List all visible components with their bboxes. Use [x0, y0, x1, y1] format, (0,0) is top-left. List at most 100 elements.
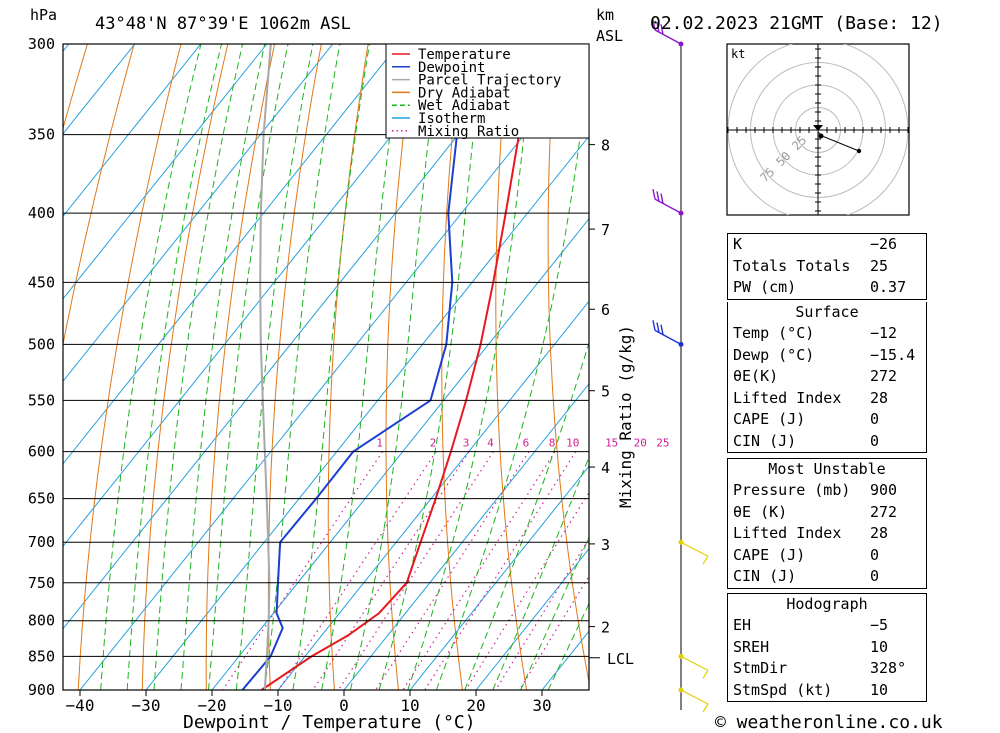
- dry-adiabat-line: [495, 44, 527, 690]
- temperature-tick-label: −20: [198, 696, 227, 715]
- row-label: K: [733, 235, 743, 253]
- asl-label: ASL: [596, 27, 623, 45]
- pressure-tick-label: 800: [28, 612, 55, 630]
- wind-barb: [678, 653, 709, 679]
- mixing-ratio-line: [312, 451, 470, 690]
- row-label: θE (K): [733, 502, 788, 521]
- row-value: 272: [870, 502, 898, 521]
- row-value: −12: [870, 324, 898, 342]
- row-label: PW (cm): [733, 278, 797, 296]
- legend-entry: Dewpoint: [418, 60, 485, 76]
- table-row: Lifted Index 28: [728, 388, 926, 410]
- pressure-tick-label: 450: [28, 273, 55, 291]
- wind-barb: [678, 539, 709, 565]
- row-value: 272: [870, 367, 898, 385]
- pressure-tick-label: 750: [28, 574, 55, 592]
- mixing-ratio-line: [465, 491, 589, 690]
- row-label: StmSpd (kt): [733, 680, 833, 699]
- row-value: −5: [870, 616, 889, 634]
- table-row: CAPE (J) 0: [728, 545, 926, 567]
- row-value: 10: [870, 637, 889, 656]
- isotherm-line: [63, 44, 202, 218]
- most-unstable-title: Most Unstable: [768, 460, 886, 478]
- table-row: PW (cm) 0.37: [728, 277, 926, 299]
- indices-table: K −26 Totals Totals 25 PW (cm) 0.37: [727, 233, 927, 300]
- mixing-ratio-label: 3: [463, 437, 470, 450]
- table-row: Pressure (mb) 900: [728, 480, 926, 502]
- mixing-ratio-label: 4: [487, 437, 494, 450]
- km-tick-label: 2: [601, 619, 610, 637]
- pressure-tick-label: 500: [28, 335, 55, 353]
- pressure-tick-label: 600: [28, 443, 55, 461]
- dewpoint-series: [241, 44, 463, 690]
- isotherm-line: [0, 44, 3, 690]
- row-value: 28: [870, 388, 889, 407]
- table-row: StmDir 328°: [728, 658, 926, 680]
- km-tick-label: 4: [601, 459, 610, 477]
- mixing-ratio-label: 15: [605, 437, 618, 450]
- dry-adiabat-line: [385, 44, 416, 690]
- legend-entry: Isotherm: [418, 111, 485, 127]
- table-row: θE (K) 272: [728, 502, 926, 524]
- dry-adiabat-line: [930, 44, 1000, 690]
- hodograph-unit-label: kt: [731, 47, 745, 61]
- surface-table: Surface Temp (°C) −12 Dewp (°C) −15.4 θE(K) 2…: [727, 302, 927, 453]
- temperature-tick-label: −40: [66, 696, 95, 715]
- hodograph-title: Hodograph: [786, 595, 868, 613]
- location-title: 43°48'N 87°39'E 1062m ASL: [95, 14, 351, 34]
- dry-adiabat-line: [327, 44, 369, 690]
- temperature-tick-label: 20: [466, 696, 485, 715]
- row-value: 900: [870, 481, 898, 499]
- row-label: CAPE (J): [733, 545, 806, 564]
- row-value: 0: [870, 431, 880, 450]
- isotherm-line: [277, 300, 589, 690]
- wet-adiabat-line: [435, 60, 589, 690]
- row-label: EH: [733, 616, 752, 634]
- wet-adiabat-line: [153, 44, 244, 690]
- table-row: CIN (J) 0: [728, 431, 926, 453]
- pressure-unit-label: hPa: [30, 6, 57, 24]
- row-value: −15.4: [870, 345, 916, 364]
- dry-adiabat-line: [141, 44, 229, 690]
- wind-barb: [652, 320, 684, 347]
- temperature-tick-label: −10: [264, 696, 293, 715]
- pressure-tick-label: 400: [28, 204, 55, 222]
- wet-adiabat-line: [208, 44, 289, 690]
- row-label: Temp (°C): [733, 324, 815, 342]
- dry-adiabat-line: [648, 44, 719, 690]
- pressure-tick-label: 300: [28, 35, 55, 53]
- legend-entry: Mixing Ratio: [418, 124, 519, 140]
- wet-adiabat-line: [235, 44, 314, 690]
- row-value: 10: [870, 680, 889, 699]
- mixing-ratio-label: 2: [430, 437, 437, 450]
- row-label: CIN (J): [733, 431, 797, 450]
- legend-entry: Parcel Trajectory: [418, 73, 561, 89]
- wet-adiabat-line: [349, 44, 441, 690]
- km-tick-label: 5: [601, 383, 610, 401]
- row-label: StmDir: [733, 659, 788, 677]
- row-label: CIN (J): [733, 567, 797, 585]
- table-row: Totals Totals 25: [728, 256, 926, 278]
- dry-adiabat-line: [976, 44, 1000, 690]
- row-value: 0.37: [870, 278, 907, 296]
- mixing-ratio-line: [337, 451, 494, 690]
- dry-adiabat-line: [267, 44, 322, 690]
- x-axis-label: Dewpoint / Temperature (°C): [183, 712, 476, 733]
- pressure-tick-label: 650: [28, 490, 55, 508]
- temperature-tick-label: 10: [400, 696, 419, 715]
- isotherm-line: [145, 135, 589, 690]
- isotherm-line: [63, 44, 268, 300]
- table-row: SREH 10: [728, 637, 926, 659]
- plot-frame: [62, 43, 590, 691]
- pressure-tick-label: 550: [28, 391, 55, 409]
- mixing-ratio-label: 25: [656, 437, 669, 450]
- dry-adiabat-line: [547, 44, 589, 685]
- legend-entry: Wet Adiabat: [418, 98, 511, 114]
- row-label: Pressure (mb): [733, 481, 851, 499]
- pressure-tick-label: 350: [28, 126, 55, 144]
- wind-barb: [678, 687, 709, 713]
- temperature-tick-label: 0: [339, 696, 349, 715]
- km-tick-label: 8: [601, 137, 610, 155]
